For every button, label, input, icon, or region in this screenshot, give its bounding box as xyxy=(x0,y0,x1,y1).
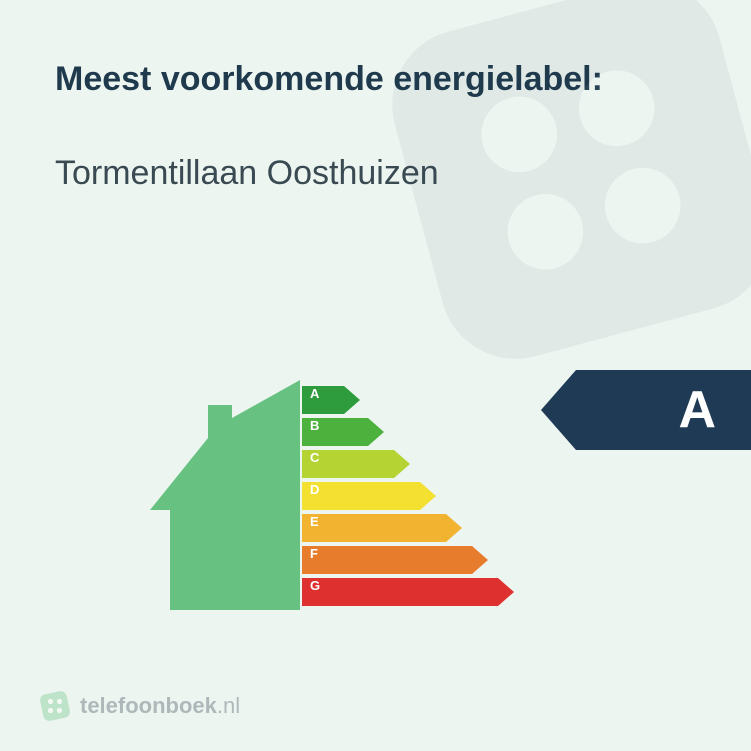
highlight-letter: A xyxy=(678,380,716,440)
footer-logo-icon xyxy=(40,691,70,721)
bar-shape xyxy=(302,514,462,542)
footer-brand-tld: .nl xyxy=(217,693,240,718)
energy-bar-f: F xyxy=(302,546,514,574)
bar-letter: D xyxy=(310,482,319,497)
bar-letter: E xyxy=(310,514,319,529)
footer-brand: telefoonboek.nl xyxy=(80,693,240,719)
footer-brand-name: telefoonboek xyxy=(80,693,217,718)
bar-letter: A xyxy=(310,386,319,401)
energy-bar-g: G xyxy=(302,578,514,606)
bar-letter: G xyxy=(310,578,320,593)
house-icon xyxy=(150,380,300,610)
highlight-badge: A xyxy=(541,370,751,450)
energy-bar-e: E xyxy=(302,514,514,542)
energy-bar-a: A xyxy=(302,386,514,414)
footer: telefoonboek.nl xyxy=(40,691,240,721)
energy-label-chart: A B C D E F G A xyxy=(0,370,751,620)
background-watermark xyxy=(324,0,751,427)
bar-letter: F xyxy=(310,546,318,561)
bar-letter: B xyxy=(310,418,319,433)
energy-bars: A B C D E F G xyxy=(302,386,514,610)
bar-shape xyxy=(302,578,514,606)
energy-bar-b: B xyxy=(302,418,514,446)
energy-bar-c: C xyxy=(302,450,514,478)
bar-shape xyxy=(302,546,488,574)
bar-shape xyxy=(302,482,436,510)
energy-bar-d: D xyxy=(302,482,514,510)
highlight-arrow-shape xyxy=(541,370,751,450)
bar-letter: C xyxy=(310,450,319,465)
